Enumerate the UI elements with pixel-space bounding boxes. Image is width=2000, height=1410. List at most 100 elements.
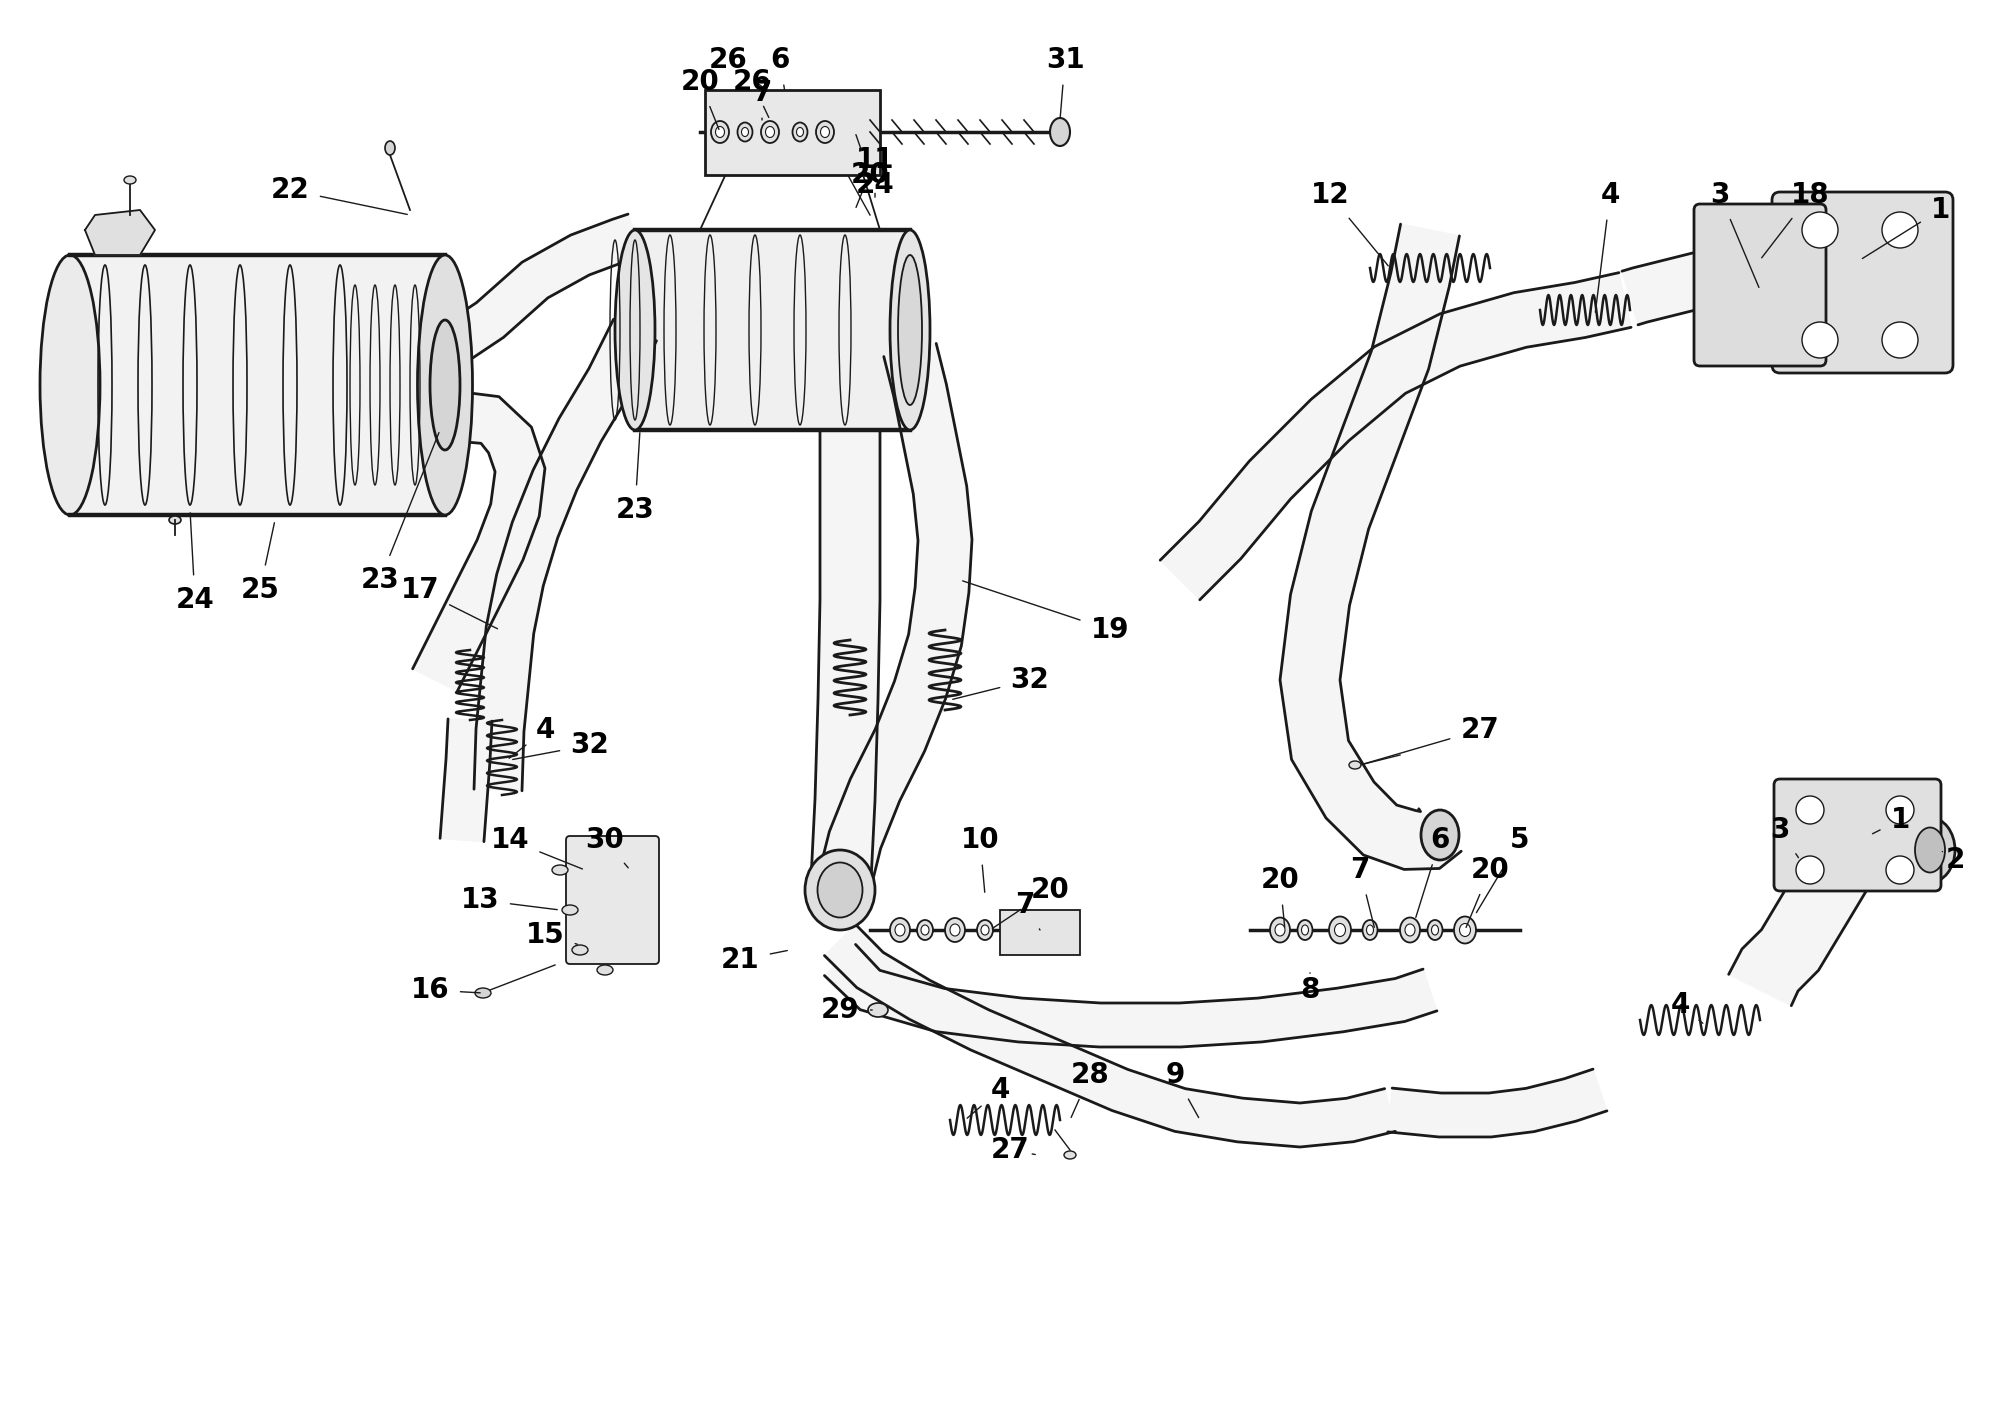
Text: 24: 24 <box>856 171 894 199</box>
FancyBboxPatch shape <box>70 255 444 515</box>
Text: 13: 13 <box>460 885 558 914</box>
Ellipse shape <box>976 919 992 940</box>
Ellipse shape <box>890 230 930 430</box>
Polygon shape <box>810 430 880 901</box>
Text: 1: 1 <box>1872 807 1910 833</box>
Ellipse shape <box>920 925 928 935</box>
Circle shape <box>1802 321 1838 358</box>
Ellipse shape <box>552 864 568 876</box>
Ellipse shape <box>760 121 780 142</box>
Text: 32: 32 <box>512 730 610 760</box>
Polygon shape <box>1280 224 1462 870</box>
FancyBboxPatch shape <box>1694 204 1826 367</box>
Ellipse shape <box>572 945 588 955</box>
Ellipse shape <box>596 964 612 974</box>
Text: 12: 12 <box>1310 180 1388 266</box>
Text: 30: 30 <box>586 826 628 869</box>
Polygon shape <box>824 945 1436 1048</box>
Ellipse shape <box>946 918 964 942</box>
FancyBboxPatch shape <box>1772 192 1952 374</box>
Ellipse shape <box>1916 828 1944 873</box>
Ellipse shape <box>562 905 578 915</box>
Ellipse shape <box>1904 818 1956 883</box>
Ellipse shape <box>1428 919 1442 940</box>
Polygon shape <box>474 319 656 791</box>
Ellipse shape <box>1460 924 1470 936</box>
Ellipse shape <box>1400 918 1420 942</box>
Ellipse shape <box>898 255 922 405</box>
Text: 7: 7 <box>752 79 772 120</box>
Ellipse shape <box>796 127 804 137</box>
Text: 32: 32 <box>952 666 1050 699</box>
Ellipse shape <box>916 919 932 940</box>
Text: 18: 18 <box>1762 180 1830 258</box>
Ellipse shape <box>1276 924 1284 936</box>
Ellipse shape <box>1270 918 1290 942</box>
Text: 20: 20 <box>1466 856 1510 928</box>
Text: 5: 5 <box>1476 826 1530 912</box>
Ellipse shape <box>716 127 724 138</box>
Text: 17: 17 <box>400 577 498 629</box>
Text: 25: 25 <box>240 523 280 603</box>
Ellipse shape <box>1420 809 1460 860</box>
Circle shape <box>1882 212 1918 248</box>
Text: 4: 4 <box>1670 991 1702 1024</box>
Circle shape <box>1802 212 1838 248</box>
Ellipse shape <box>816 121 834 142</box>
Ellipse shape <box>1050 118 1070 147</box>
Ellipse shape <box>818 863 862 918</box>
Text: 4: 4 <box>1596 180 1620 312</box>
Text: 31: 31 <box>1046 47 1084 117</box>
Text: 27: 27 <box>1362 716 1500 764</box>
Polygon shape <box>1160 272 1632 599</box>
Ellipse shape <box>820 127 830 138</box>
Text: 23: 23 <box>360 433 438 594</box>
Ellipse shape <box>476 988 492 998</box>
Circle shape <box>1886 797 1914 823</box>
Ellipse shape <box>868 1003 888 1017</box>
Text: 7: 7 <box>1350 856 1374 928</box>
Text: 20: 20 <box>850 134 890 189</box>
Circle shape <box>1796 856 1824 884</box>
Ellipse shape <box>980 925 988 935</box>
Polygon shape <box>84 210 156 255</box>
Text: 27: 27 <box>990 1136 1036 1165</box>
Text: 10: 10 <box>960 826 1000 893</box>
Ellipse shape <box>890 918 910 942</box>
Bar <box>704 90 880 175</box>
Text: 14: 14 <box>490 826 582 869</box>
Text: 20: 20 <box>680 68 720 130</box>
Ellipse shape <box>1348 761 1360 768</box>
Ellipse shape <box>742 127 748 137</box>
Polygon shape <box>1728 801 1900 1005</box>
Text: 4: 4 <box>510 716 554 759</box>
Polygon shape <box>412 391 544 691</box>
Ellipse shape <box>1328 916 1352 943</box>
Polygon shape <box>818 344 972 887</box>
Ellipse shape <box>1404 924 1416 936</box>
Text: 26: 26 <box>732 68 772 117</box>
Text: 24: 24 <box>176 513 214 613</box>
Text: 28: 28 <box>1070 1060 1110 1118</box>
Text: 8: 8 <box>1300 973 1320 1004</box>
Ellipse shape <box>766 127 774 138</box>
Text: 21: 21 <box>720 946 788 974</box>
Ellipse shape <box>616 230 656 430</box>
Ellipse shape <box>804 850 876 931</box>
Circle shape <box>1796 797 1824 823</box>
Ellipse shape <box>896 924 904 936</box>
Ellipse shape <box>384 141 396 155</box>
Ellipse shape <box>1334 924 1346 936</box>
Bar <box>1000 909 1080 955</box>
Polygon shape <box>824 925 1396 1146</box>
Text: 23: 23 <box>616 433 654 525</box>
Polygon shape <box>440 719 492 842</box>
Text: 22: 22 <box>270 176 408 214</box>
Text: 6: 6 <box>1416 826 1450 918</box>
Ellipse shape <box>1064 1151 1076 1159</box>
Text: 9: 9 <box>1166 1060 1198 1118</box>
Text: 1: 1 <box>1862 196 1950 258</box>
Text: 7: 7 <box>1016 891 1040 931</box>
Text: 26: 26 <box>708 47 768 92</box>
Ellipse shape <box>124 176 136 183</box>
